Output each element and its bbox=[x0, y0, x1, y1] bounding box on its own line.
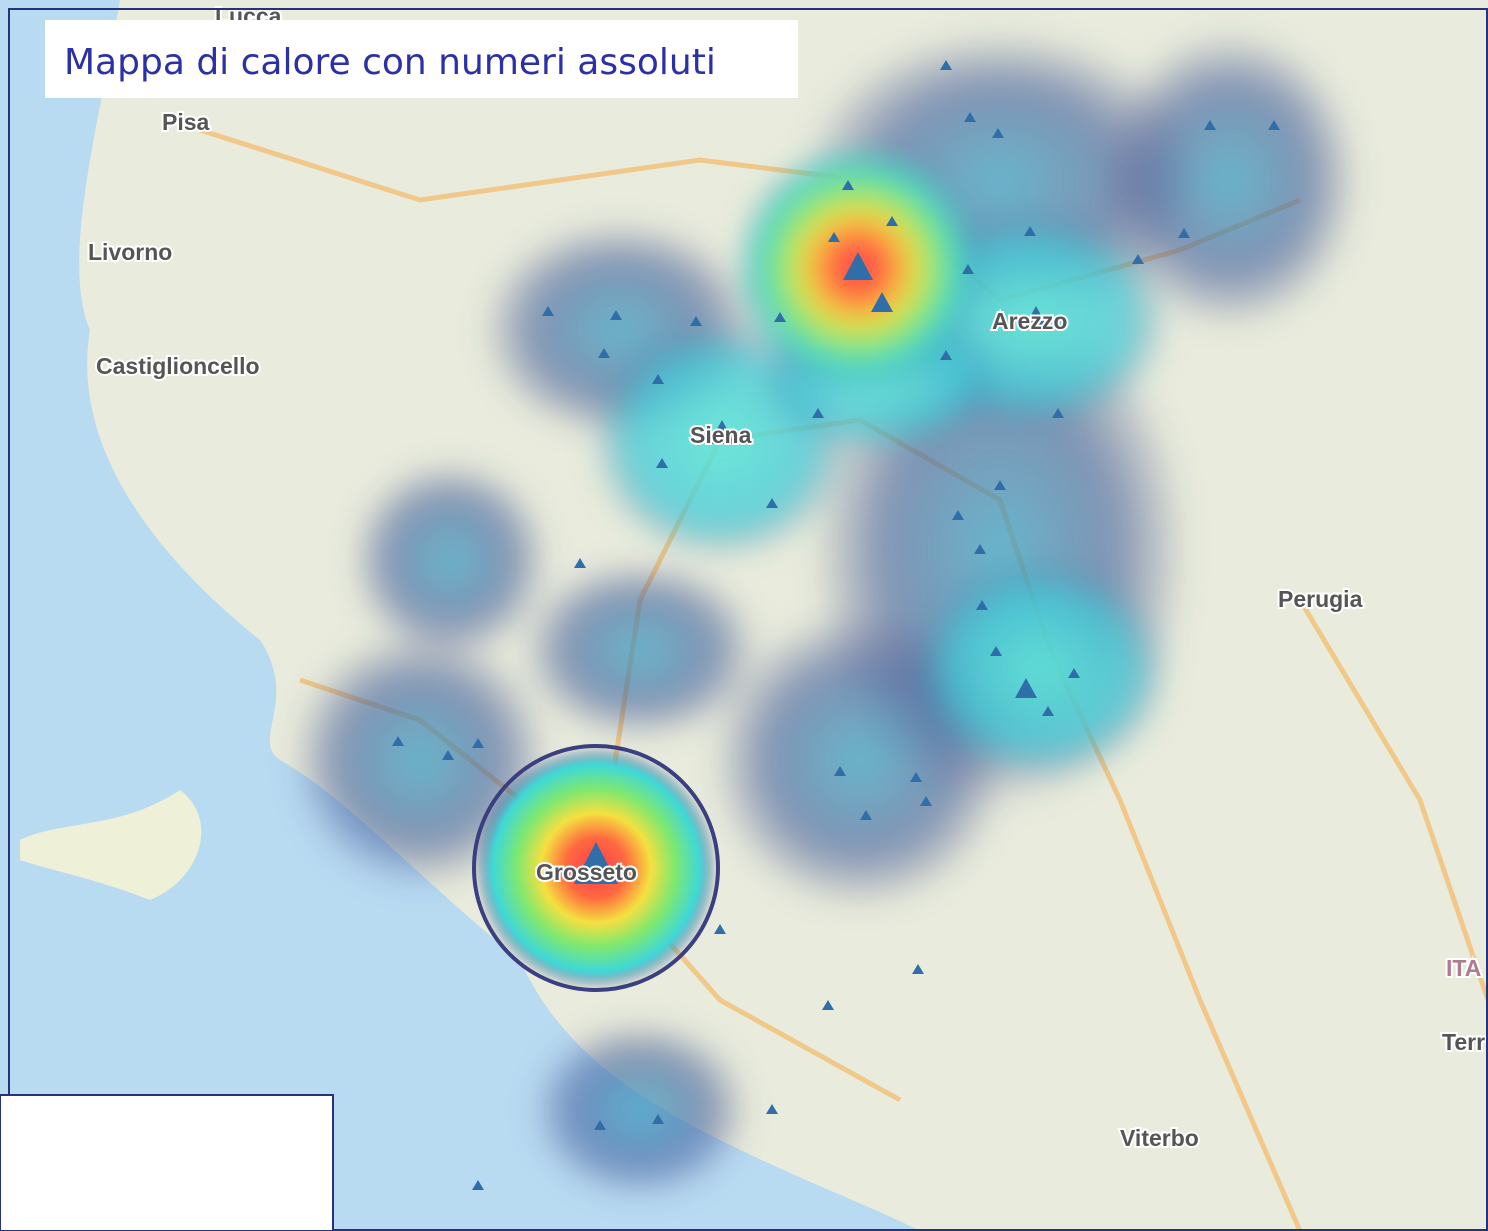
map-title: Mappa di calore con numeri assoluti bbox=[64, 42, 716, 83]
legend-box bbox=[0, 1094, 334, 1231]
marker bbox=[709, 420, 735, 444]
marker bbox=[1015, 678, 1037, 698]
place-label: ITA bbox=[1446, 955, 1481, 981]
heat-blob bbox=[520, 560, 760, 740]
place-label: Perugia bbox=[1278, 586, 1363, 612]
place-label: Castiglioncello bbox=[96, 353, 260, 379]
marker bbox=[1023, 306, 1049, 330]
place-labels: Lucca Pisa Livorno Castiglioncello Siena… bbox=[86, 1, 1487, 1153]
place-label: Terr bbox=[1442, 1029, 1485, 1055]
heat-blob bbox=[530, 1020, 750, 1200]
place-label: Livorno bbox=[88, 239, 172, 265]
place-label: Arezzo bbox=[992, 308, 1067, 334]
title-box bbox=[45, 20, 798, 98]
marker bbox=[843, 252, 873, 280]
heat-blob bbox=[1100, 30, 1360, 330]
place-label: Pisa bbox=[162, 109, 210, 135]
sea bbox=[0, 0, 920, 1231]
markers bbox=[392, 60, 1280, 1190]
small-markers bbox=[392, 60, 1280, 1190]
map-frame bbox=[8, 8, 1488, 1231]
place-label: Siena bbox=[690, 422, 752, 448]
heat-layer bbox=[290, 30, 1360, 1200]
marker bbox=[871, 292, 893, 312]
elba-island bbox=[20, 790, 202, 900]
marker bbox=[574, 842, 618, 884]
place-label: Grosseto bbox=[536, 859, 637, 885]
place-label: Viterbo bbox=[1120, 1125, 1199, 1151]
heat-blob bbox=[350, 460, 550, 660]
heat-blob bbox=[910, 560, 1170, 780]
